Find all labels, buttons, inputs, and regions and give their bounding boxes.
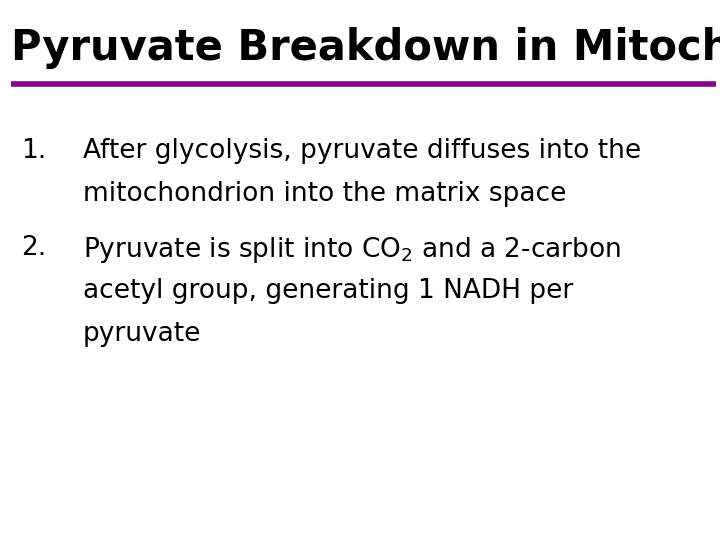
Text: 2.: 2. bbox=[22, 235, 47, 261]
Text: Pyruvate Breakdown in Mitochondria: Pyruvate Breakdown in Mitochondria bbox=[11, 27, 720, 69]
Text: pyruvate: pyruvate bbox=[83, 321, 201, 347]
Text: Pyruvate is split into CO$_2$ and a 2-carbon: Pyruvate is split into CO$_2$ and a 2-ca… bbox=[83, 235, 621, 265]
Text: mitochondrion into the matrix space: mitochondrion into the matrix space bbox=[83, 181, 566, 207]
Text: acetyl group, generating 1 NADH per: acetyl group, generating 1 NADH per bbox=[83, 278, 573, 304]
Text: After glycolysis, pyruvate diffuses into the: After glycolysis, pyruvate diffuses into… bbox=[83, 138, 641, 164]
Text: 1.: 1. bbox=[22, 138, 47, 164]
